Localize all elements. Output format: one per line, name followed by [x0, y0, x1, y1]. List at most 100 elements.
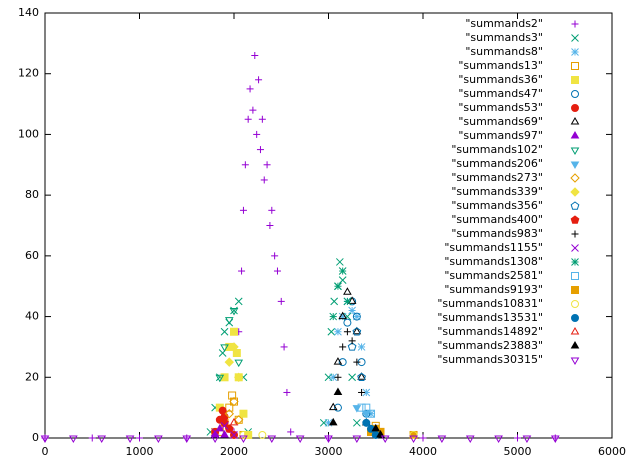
point	[215, 374, 225, 383]
point-shape	[352, 405, 362, 413]
point	[334, 327, 342, 336]
point	[352, 326, 362, 335]
point	[229, 396, 239, 407]
point-shape	[352, 435, 362, 444]
point-shape	[328, 402, 338, 411]
point	[210, 435, 220, 444]
point-shape	[154, 435, 163, 444]
legend-marker	[571, 48, 579, 56]
legend-marker	[571, 34, 579, 42]
point-shape	[352, 327, 362, 336]
point	[287, 428, 295, 436]
point	[437, 435, 447, 444]
point	[239, 435, 248, 444]
point-shape	[352, 326, 362, 335]
point	[327, 327, 336, 336]
point-shape	[570, 201, 580, 210]
legend-marker	[571, 230, 579, 238]
legend-label: "summands2581"	[444, 269, 543, 282]
point	[352, 312, 361, 321]
legend-marker	[571, 244, 579, 252]
point-stroke	[329, 312, 338, 321]
point	[347, 342, 357, 351]
point	[371, 423, 381, 432]
point-shape	[570, 357, 580, 366]
point	[255, 76, 263, 84]
legend-label: "summands97"	[458, 129, 543, 142]
point-shape	[570, 116, 580, 125]
point-shape	[409, 435, 418, 444]
point-shape	[371, 423, 381, 432]
point-shape	[343, 287, 352, 295]
point	[348, 337, 356, 345]
point	[352, 418, 361, 427]
point	[283, 388, 291, 396]
legend-label: "summands13531"	[437, 311, 543, 324]
point-shape	[357, 403, 366, 412]
legend-label: "summands53"	[458, 101, 543, 114]
point-shape	[494, 435, 503, 444]
point-shape	[571, 300, 579, 308]
point-shape	[571, 314, 579, 322]
x-tick-label: 1000	[126, 445, 154, 458]
point-stroke	[338, 276, 347, 284]
point-shape	[215, 374, 225, 383]
point-shape	[125, 435, 135, 444]
point-shape	[40, 435, 50, 444]
point	[230, 327, 238, 336]
point	[40, 435, 50, 444]
point	[380, 435, 390, 444]
point-shape	[232, 349, 241, 357]
point	[154, 435, 163, 444]
legend-label: "summands1155"	[444, 241, 543, 254]
point	[334, 282, 342, 291]
point	[224, 317, 234, 325]
point	[280, 343, 288, 351]
point	[343, 287, 352, 295]
point-shape	[224, 317, 234, 325]
legend-label: "summands47"	[458, 87, 543, 100]
legend-marker	[571, 76, 579, 84]
legend-label: "summands9193"	[444, 283, 543, 296]
point	[273, 267, 281, 275]
point	[220, 373, 229, 382]
point	[494, 435, 503, 444]
point-shape	[347, 342, 357, 351]
point-shape	[571, 286, 579, 294]
point-shape	[522, 435, 532, 444]
point-stroke	[327, 327, 336, 336]
point	[343, 318, 352, 327]
point-shape	[239, 435, 248, 444]
point	[249, 106, 257, 114]
point	[348, 306, 356, 315]
legend-label: "summands23883"	[437, 339, 543, 352]
point-stroke	[343, 297, 352, 306]
point-shape	[324, 435, 333, 444]
point	[256, 146, 264, 154]
legend-label: "summands14892"	[437, 325, 543, 338]
point-stroke	[220, 327, 229, 336]
point	[352, 405, 362, 413]
point-shape	[570, 340, 580, 349]
point-stroke	[220, 422, 229, 430]
point	[232, 349, 241, 357]
point-shape	[224, 357, 234, 367]
legend-marker	[570, 161, 580, 170]
point-stroke	[571, 34, 579, 42]
point	[409, 435, 418, 444]
legend-label: "summands400"	[451, 213, 543, 226]
legend-label: "summands8"	[465, 45, 543, 58]
x-tick-label: 5000	[504, 445, 532, 458]
point-shape	[361, 411, 371, 419]
point	[419, 434, 427, 442]
point	[343, 297, 352, 306]
point-shape	[210, 435, 220, 444]
point	[253, 130, 261, 138]
point	[357, 343, 366, 351]
point-shape	[239, 409, 248, 418]
point	[263, 161, 271, 169]
point	[329, 312, 338, 321]
point	[362, 403, 371, 412]
point	[220, 422, 229, 430]
point-stroke	[334, 282, 342, 291]
